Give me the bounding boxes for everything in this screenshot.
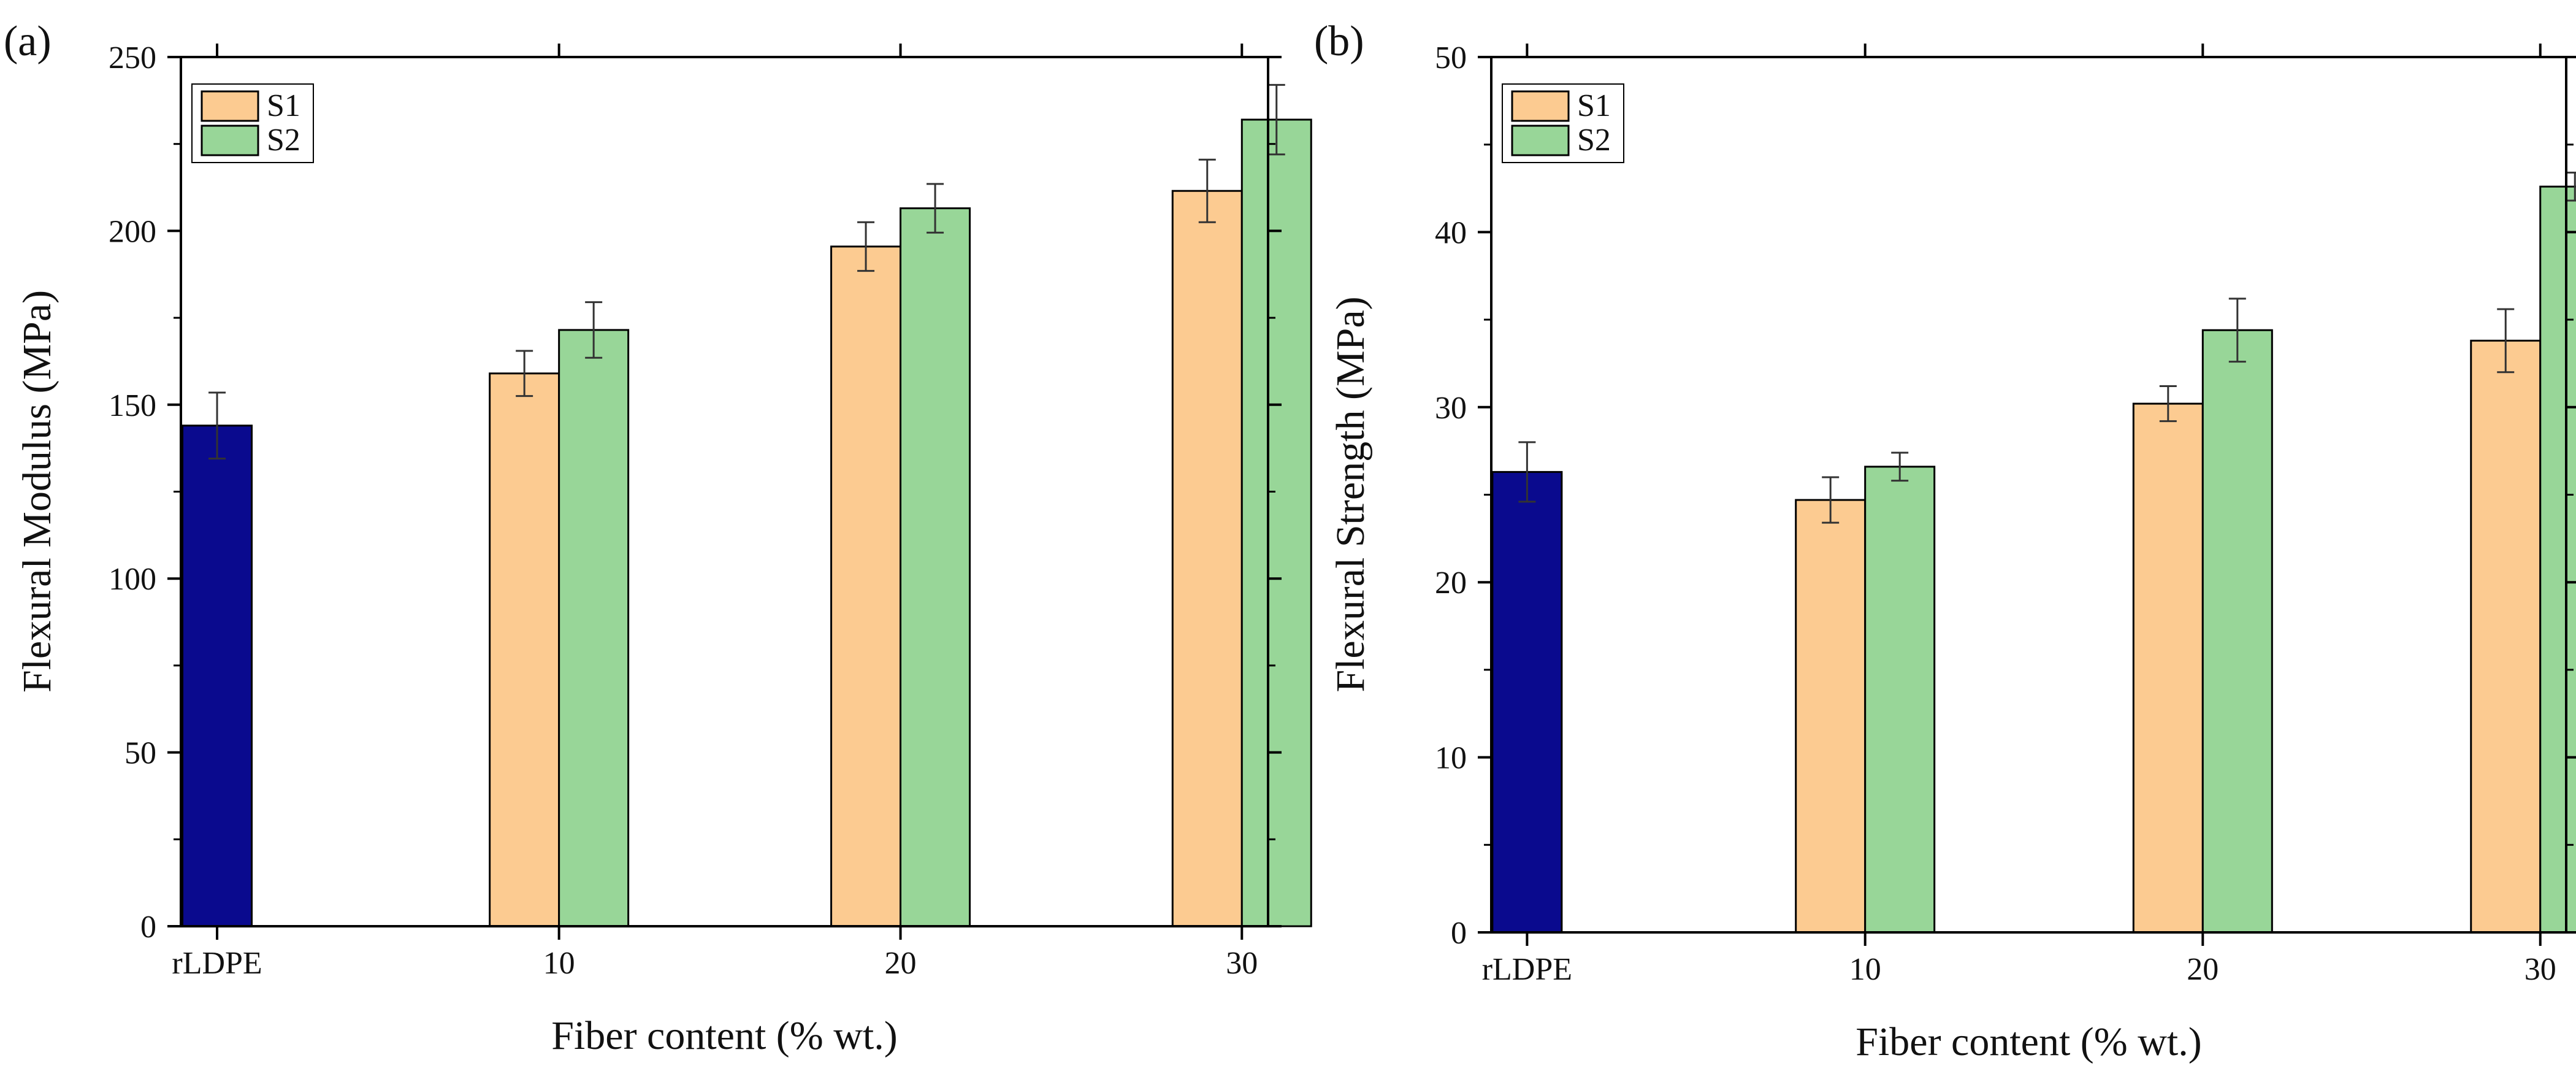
y-tick-label: 30 — [1435, 391, 1467, 426]
bar-S2-10 — [558, 329, 630, 927]
panel-label: (a) — [4, 18, 52, 65]
legend-label-S1: S1 — [1577, 88, 1611, 123]
bar-S1-10 — [489, 372, 560, 927]
legend-swatch-S1 — [201, 90, 259, 122]
y-tick-label: 100 — [109, 562, 156, 597]
y-axis-title: Flexural Strength (MPa) — [1328, 296, 1373, 692]
y-tick-label: 150 — [109, 388, 156, 423]
y-tick-label: 0 — [140, 910, 156, 945]
y-tick-label: 20 — [1435, 566, 1467, 601]
x-axis-title: Fiber content (% wt.) — [551, 1013, 898, 1058]
y-tick-label: 50 — [124, 736, 156, 771]
y-tick-label: 200 — [109, 214, 156, 249]
legend-label-S2: S2 — [267, 123, 300, 158]
flexural-strength-chart: (b) 0 10 20 30 40 50 rLDPE 10 20 30 Fiber content (… — [1314, 18, 2576, 1064]
plot-frame — [1490, 56, 2567, 934]
x-tick-label: 20 — [2187, 952, 2219, 987]
x-tick-label: 10 — [543, 946, 575, 981]
bar-S2-30 — [2539, 185, 2576, 934]
bar-S2-30 — [1240, 118, 1312, 927]
bar-S1-20 — [2132, 402, 2204, 934]
panel-label: (b) — [1314, 18, 1364, 65]
y-tick-label: 40 — [1435, 215, 1467, 250]
bar-S2-20 — [2201, 329, 2273, 934]
bar-rLDPE-rLDPE — [1491, 470, 1563, 934]
y-tick-label: 0 — [1451, 916, 1467, 951]
x-axis-title: Fiber content (% wt.) — [1856, 1019, 2202, 1064]
bar-S1-30 — [1171, 190, 1243, 927]
legend-swatch-S2 — [201, 125, 259, 156]
y-tick-label: 50 — [1435, 40, 1467, 75]
bar-S2-10 — [1864, 466, 1936, 934]
x-tick-label: rLDPE — [1482, 952, 1572, 987]
flexural-modulus-chart: (a) 0 50 100 150 200 250 rLDPE 10 20 30 Fiber conte… — [4, 18, 1312, 1058]
x-tick-label: 30 — [2524, 952, 2556, 987]
x-tick-label: rLDPE — [172, 946, 262, 981]
legend-swatch-S1 — [1511, 90, 1570, 122]
x-tick-label: 30 — [1226, 946, 1258, 981]
bar-S1-10 — [1795, 499, 1867, 934]
plot-frame — [180, 56, 1269, 927]
bar-S1-30 — [2470, 339, 2542, 934]
bar-S1-20 — [830, 245, 902, 927]
x-tick-label: 10 — [1849, 952, 1881, 987]
legend-label-S1: S1 — [267, 88, 300, 123]
x-tick-label: 20 — [885, 946, 917, 981]
legend-swatch-S2 — [1511, 125, 1570, 156]
bar-S2-20 — [900, 207, 971, 927]
y-tick-label: 10 — [1435, 741, 1467, 776]
bar-rLDPE-rLDPE — [182, 424, 253, 927]
y-axis-title: Flexural Modulus (MPa) — [15, 290, 59, 693]
legend-label-S2: S2 — [1577, 123, 1611, 158]
y-tick-label: 250 — [109, 40, 156, 75]
